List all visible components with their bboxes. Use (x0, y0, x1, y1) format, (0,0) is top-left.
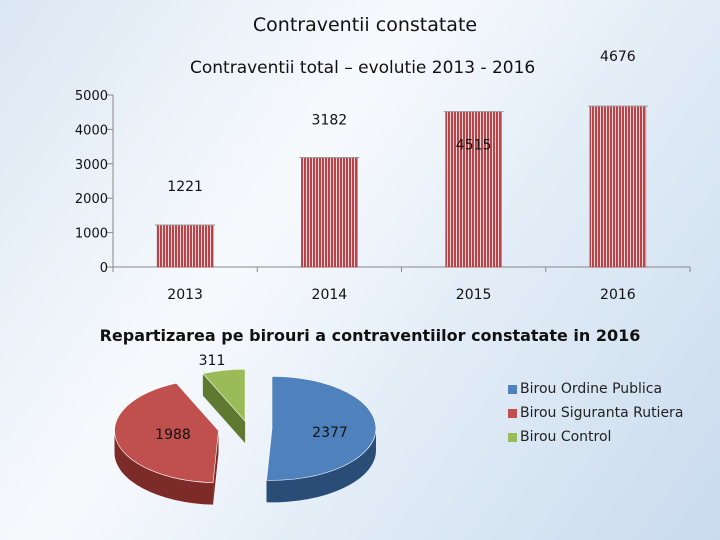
data-label: 3182 (312, 113, 348, 129)
bar (589, 105, 647, 268)
y-tick-label: 1000 (75, 227, 108, 242)
pie-chart-title: Repartizarea pe birouri a contraventiilo… (99, 326, 641, 345)
legend-swatch (508, 432, 517, 442)
slide-title: Contraventii constatate (252, 14, 478, 36)
pie-data-label: 311 (199, 353, 226, 369)
pie-slice-edge (176, 383, 219, 453)
bar (445, 111, 502, 268)
legend-swatch (508, 384, 517, 394)
legend-item: Birou Ordine Publica (508, 377, 683, 401)
legend-item: Birou Siguranta Rutiera (508, 401, 683, 425)
pie-legend: Birou Ordine Publica Birou Siguranta Rut… (508, 377, 683, 449)
bar-chart: 0 1000 2000 3000 4000 5000 1221 2013 3182 2014 45… (75, 49, 691, 303)
y-tick-label: 0 (100, 261, 108, 276)
y-tick-label: 3000 (75, 158, 108, 173)
x-tick-label: 2013 (167, 287, 203, 303)
legend-swatch (508, 408, 517, 418)
bar (301, 157, 358, 268)
data-label: 4676 (600, 49, 636, 65)
pie-slice (266, 376, 377, 481)
pie-data-label: 2377 (312, 425, 348, 441)
pie-slice-edge (202, 373, 246, 444)
pie-data-label: 1988 (155, 427, 191, 443)
y-tick-label: 5000 (75, 89, 108, 104)
pie-slice-side (114, 430, 214, 505)
x-tick-label: 2014 (312, 287, 348, 303)
x-tick-label: 2015 (456, 287, 492, 303)
y-tick-label: 4000 (75, 123, 108, 138)
pie-slice-edge (213, 430, 219, 505)
legend-label: Birou Ordine Publica (520, 381, 663, 397)
pie-slice-side (266, 428, 376, 503)
y-tick-label: 2000 (75, 192, 108, 207)
data-label: 1221 (167, 179, 203, 195)
pie-slice-edge (266, 428, 272, 503)
pie-slice (114, 382, 219, 483)
bar (156, 224, 214, 268)
x-tick-label: 2016 (600, 287, 636, 303)
data-label: 4515 (456, 138, 492, 154)
legend-label: Birou Control (520, 429, 612, 445)
legend-label: Birou Siguranta Rutiera (520, 405, 684, 421)
pie-slice (202, 368, 246, 422)
bar-chart-title: Contraventii total – evolutie 2013 - 201… (190, 58, 536, 78)
legend-item: Birou Control (508, 425, 683, 449)
